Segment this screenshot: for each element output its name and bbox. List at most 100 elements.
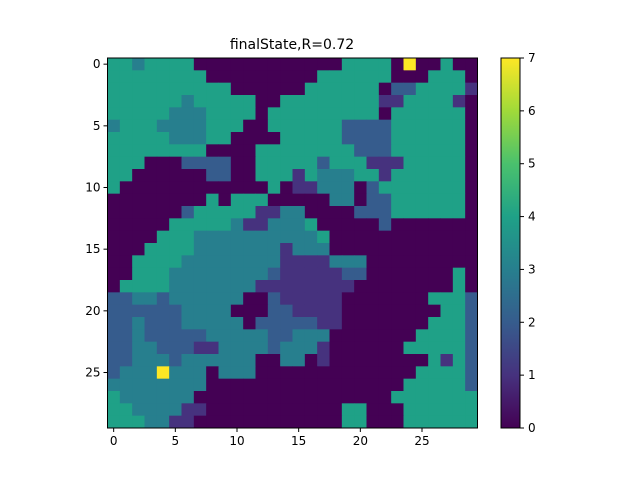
heatmap-cell [341,58,355,71]
heatmap-cell [193,119,207,133]
heatmap-cell [107,230,121,244]
heatmap-cell [230,255,244,269]
heatmap-cell [169,169,182,182]
heatmap-cell [366,70,380,84]
heatmap-cell [156,292,170,306]
heatmap-cell [206,82,219,96]
heatmap-cell [415,169,429,182]
heatmap-cell [280,58,293,71]
heatmap-cell [452,391,466,404]
heatmap-cell [428,206,441,219]
heatmap-cell [428,366,441,380]
heatmap-cell [156,415,170,429]
heatmap-cell [206,403,219,417]
heatmap-cell [193,292,207,306]
heatmap-cell [230,317,244,330]
heatmap-cell [354,354,367,367]
heatmap-cell [206,144,219,158]
heatmap-cell [378,267,392,281]
heatmap-cell [378,181,392,195]
heatmap-cell [267,292,281,306]
heatmap-cell [452,415,466,429]
heatmap-cell [440,230,454,244]
heatmap-cell [169,243,182,256]
heatmap-cell [428,193,441,207]
heatmap-cell [206,206,219,219]
heatmap-cell [218,119,232,133]
heatmap-cell [132,292,145,306]
heatmap-cell [341,415,355,429]
heatmap-cell [329,304,343,318]
heatmap-cell [317,415,330,429]
heatmap-cell [292,82,306,96]
heatmap-cell [329,267,343,281]
heatmap-cell [317,230,330,244]
heatmap-cell [218,95,232,108]
heatmap-cell [403,119,417,133]
heatmap-cell [107,218,121,232]
heatmap-cell [415,366,429,380]
heatmap-cell [230,366,244,380]
heatmap-cell [391,415,404,429]
heatmap-cell [132,218,145,232]
heatmap-cell [440,267,454,281]
heatmap-cell [132,119,145,133]
heatmap-cell [403,95,417,108]
heatmap-cell [267,95,281,108]
heatmap-cell [465,58,478,71]
heatmap-cell [465,415,478,429]
heatmap-cell [132,317,145,330]
heatmap-cell [440,144,454,158]
heatmap-cell [452,58,466,71]
heatmap-cell [292,132,306,145]
heatmap-cell [255,391,269,404]
heatmap-cell [354,218,367,232]
heatmap-cell [132,243,145,256]
heatmap-cell [440,156,454,170]
heatmap-cell [230,280,244,293]
heatmap-cell [440,95,454,108]
heatmap-cell [156,267,170,281]
heatmap-cell [218,341,232,355]
heatmap-cell [354,415,367,429]
heatmap-cell [169,415,182,429]
heatmap-cell [169,304,182,318]
heatmap-cell [107,280,121,293]
heatmap-cell [169,230,182,244]
heatmap-cell [465,230,478,244]
heatmap-cell [132,107,145,121]
heatmap-cell [218,292,232,306]
heatmap-cell [415,82,429,96]
heatmap-cell [354,243,367,256]
heatmap-cell [144,304,158,318]
heatmap-cell [267,218,281,232]
x-tick-label: 5 [172,434,180,448]
heatmap-cell [403,354,417,367]
heatmap-cell [132,181,145,195]
heatmap-cell [440,132,454,145]
heatmap-cell [267,82,281,96]
heatmap-cell [341,193,355,207]
heatmap-cell [144,267,158,281]
heatmap-cell [267,304,281,318]
heatmap-cell [280,292,293,306]
heatmap-cell [403,378,417,392]
heatmap-cell [440,378,454,392]
heatmap-cell [181,193,195,207]
heatmap-cell [329,341,343,355]
heatmap-cell [403,280,417,293]
heatmap-cell [255,230,269,244]
heatmap-cell [107,255,121,269]
heatmap-cell [341,107,355,121]
heatmap-cell [107,58,121,71]
heatmap-cell [304,255,318,269]
heatmap-cell [391,403,404,417]
heatmap-cell [428,378,441,392]
heatmap-cell [391,391,404,404]
heatmap-cell [230,378,244,392]
heatmap-cell [354,391,367,404]
heatmap-cell [156,218,170,232]
heatmap-cell [132,193,145,207]
heatmap-cell [403,107,417,121]
heatmap-cell [354,329,367,343]
